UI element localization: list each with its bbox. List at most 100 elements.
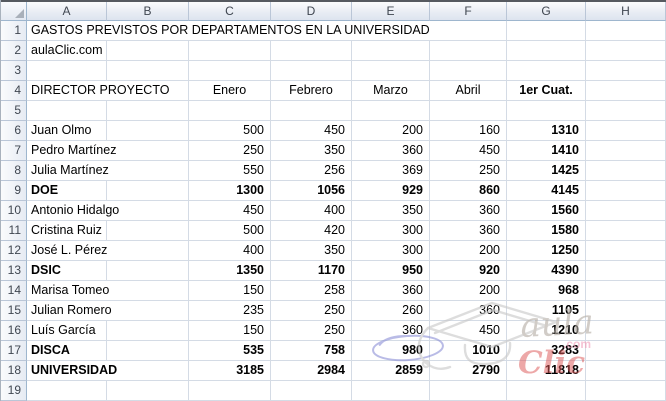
cell-E14[interactable]: 360 — [352, 281, 430, 301]
cell-F18[interactable]: 2790 — [430, 361, 507, 381]
cell-D5[interactable] — [271, 101, 352, 121]
cell-C19[interactable] — [189, 381, 271, 401]
cell-B19[interactable] — [107, 381, 189, 401]
cell-G8[interactable]: 1425 — [507, 161, 586, 181]
cell-F9[interactable]: 860 — [430, 181, 507, 201]
cell-F14[interactable]: 200 — [430, 281, 507, 301]
cell-E15[interactable]: 260 — [352, 301, 430, 321]
cell-H17[interactable] — [586, 341, 666, 361]
cell-F8[interactable]: 250 — [430, 161, 507, 181]
cell-H1[interactable] — [586, 21, 666, 41]
cell-F11[interactable]: 360 — [430, 221, 507, 241]
cell-D12[interactable]: 350 — [271, 241, 352, 261]
cell-D6[interactable]: 450 — [271, 121, 352, 141]
cell-H12[interactable] — [586, 241, 666, 261]
cell-H5[interactable] — [586, 101, 666, 121]
cell-E4[interactable]: Marzo — [352, 81, 430, 101]
cell-A16[interactable]: Luís García — [27, 321, 189, 341]
cell-G15[interactable]: 1105 — [507, 301, 586, 321]
cell-G19[interactable] — [507, 381, 586, 401]
cell-C8[interactable]: 550 — [189, 161, 271, 181]
cell-A4-header-label[interactable]: DIRECTOR PROYECTO — [27, 81, 189, 101]
cell-F12[interactable]: 200 — [430, 241, 507, 261]
row-header-10[interactable]: 10 — [0, 201, 27, 221]
row-header-17[interactable]: 17 — [0, 341, 27, 361]
cell-F4[interactable]: Abril — [430, 81, 507, 101]
cell-D4[interactable]: Febrero — [271, 81, 352, 101]
cell-G13[interactable]: 4390 — [507, 261, 586, 281]
cell-D7[interactable]: 350 — [271, 141, 352, 161]
column-header-H[interactable]: H — [586, 2, 666, 21]
cell-D8[interactable]: 256 — [271, 161, 352, 181]
select-all-corner[interactable] — [0, 2, 27, 21]
cell-A17[interactable]: DISCA — [27, 341, 189, 361]
cell-H4[interactable] — [586, 81, 666, 101]
cell-F15[interactable]: 360 — [430, 301, 507, 321]
cell-G7[interactable]: 1410 — [507, 141, 586, 161]
cell-D3[interactable] — [271, 61, 352, 81]
cell-F3[interactable] — [430, 61, 507, 81]
cell-A6[interactable]: Juan Olmo — [27, 121, 189, 141]
cell-F1[interactable] — [430, 21, 507, 41]
cell-A13[interactable]: DSIC — [27, 261, 189, 281]
cell-D10[interactable]: 400 — [271, 201, 352, 221]
cell-A5[interactable] — [27, 101, 107, 121]
cell-D17[interactable]: 758 — [271, 341, 352, 361]
cell-G17[interactable]: 3283 — [507, 341, 586, 361]
cell-A18[interactable]: UNIVERSIDAD — [27, 361, 189, 381]
cell-F2[interactable] — [430, 41, 507, 61]
cell-A19[interactable] — [27, 381, 107, 401]
column-header-A[interactable]: A — [27, 2, 107, 21]
cell-A7[interactable]: Pedro Martínez — [27, 141, 189, 161]
cell-F5[interactable] — [430, 101, 507, 121]
cell-E19[interactable] — [352, 381, 430, 401]
row-header-8[interactable]: 8 — [0, 161, 27, 181]
row-header-14[interactable]: 14 — [0, 281, 27, 301]
cell-B2[interactable] — [107, 41, 189, 61]
cell-H14[interactable] — [586, 281, 666, 301]
cell-D18[interactable]: 2984 — [271, 361, 352, 381]
cell-G14[interactable]: 968 — [507, 281, 586, 301]
row-header-16[interactable]: 16 — [0, 321, 27, 341]
row-header-18[interactable]: 18 — [0, 361, 27, 381]
cell-A1-title[interactable]: GASTOS PREVISTOS POR DEPARTAMENTOS EN LA… — [27, 21, 433, 41]
cell-G2[interactable] — [507, 41, 586, 61]
cell-G6[interactable]: 1310 — [507, 121, 586, 141]
row-header-4[interactable]: 4 — [0, 81, 27, 101]
cell-E17[interactable]: 980 — [352, 341, 430, 361]
cell-A15[interactable]: Julian Romero — [27, 301, 189, 321]
cell-C11[interactable]: 500 — [189, 221, 271, 241]
cell-D19[interactable] — [271, 381, 352, 401]
cell-C10[interactable]: 450 — [189, 201, 271, 221]
row-header-19[interactable]: 19 — [0, 381, 27, 401]
cell-E6[interactable]: 200 — [352, 121, 430, 141]
cell-C12[interactable]: 400 — [189, 241, 271, 261]
cell-G1[interactable] — [507, 21, 586, 41]
cell-D11[interactable]: 420 — [271, 221, 352, 241]
cell-E18[interactable]: 2859 — [352, 361, 430, 381]
cell-A12[interactable]: José L. Pérez — [27, 241, 189, 261]
row-header-1[interactable]: 1 — [0, 21, 27, 41]
cell-A10[interactable]: Antonio Hidalgo — [27, 201, 189, 221]
cell-D15[interactable]: 250 — [271, 301, 352, 321]
row-header-6[interactable]: 6 — [0, 121, 27, 141]
column-header-F[interactable]: F — [430, 2, 507, 21]
cell-A8[interactable]: Julia Martínez — [27, 161, 189, 181]
cell-F7[interactable]: 450 — [430, 141, 507, 161]
cell-H10[interactable] — [586, 201, 666, 221]
cell-D13[interactable]: 1170 — [271, 261, 352, 281]
cell-E2[interactable] — [352, 41, 430, 61]
cell-G16[interactable]: 1210 — [507, 321, 586, 341]
cell-F10[interactable]: 360 — [430, 201, 507, 221]
column-header-C[interactable]: C — [189, 2, 271, 21]
cell-C2[interactable] — [189, 41, 271, 61]
cell-H11[interactable] — [586, 221, 666, 241]
cell-C7[interactable]: 250 — [189, 141, 271, 161]
row-header-9[interactable]: 9 — [0, 181, 27, 201]
cell-F6[interactable]: 160 — [430, 121, 507, 141]
cell-F16[interactable]: 450 — [430, 321, 507, 341]
cell-C5[interactable] — [189, 101, 271, 121]
cell-C14[interactable]: 150 — [189, 281, 271, 301]
cell-D2[interactable] — [271, 41, 352, 61]
cell-H6[interactable] — [586, 121, 666, 141]
